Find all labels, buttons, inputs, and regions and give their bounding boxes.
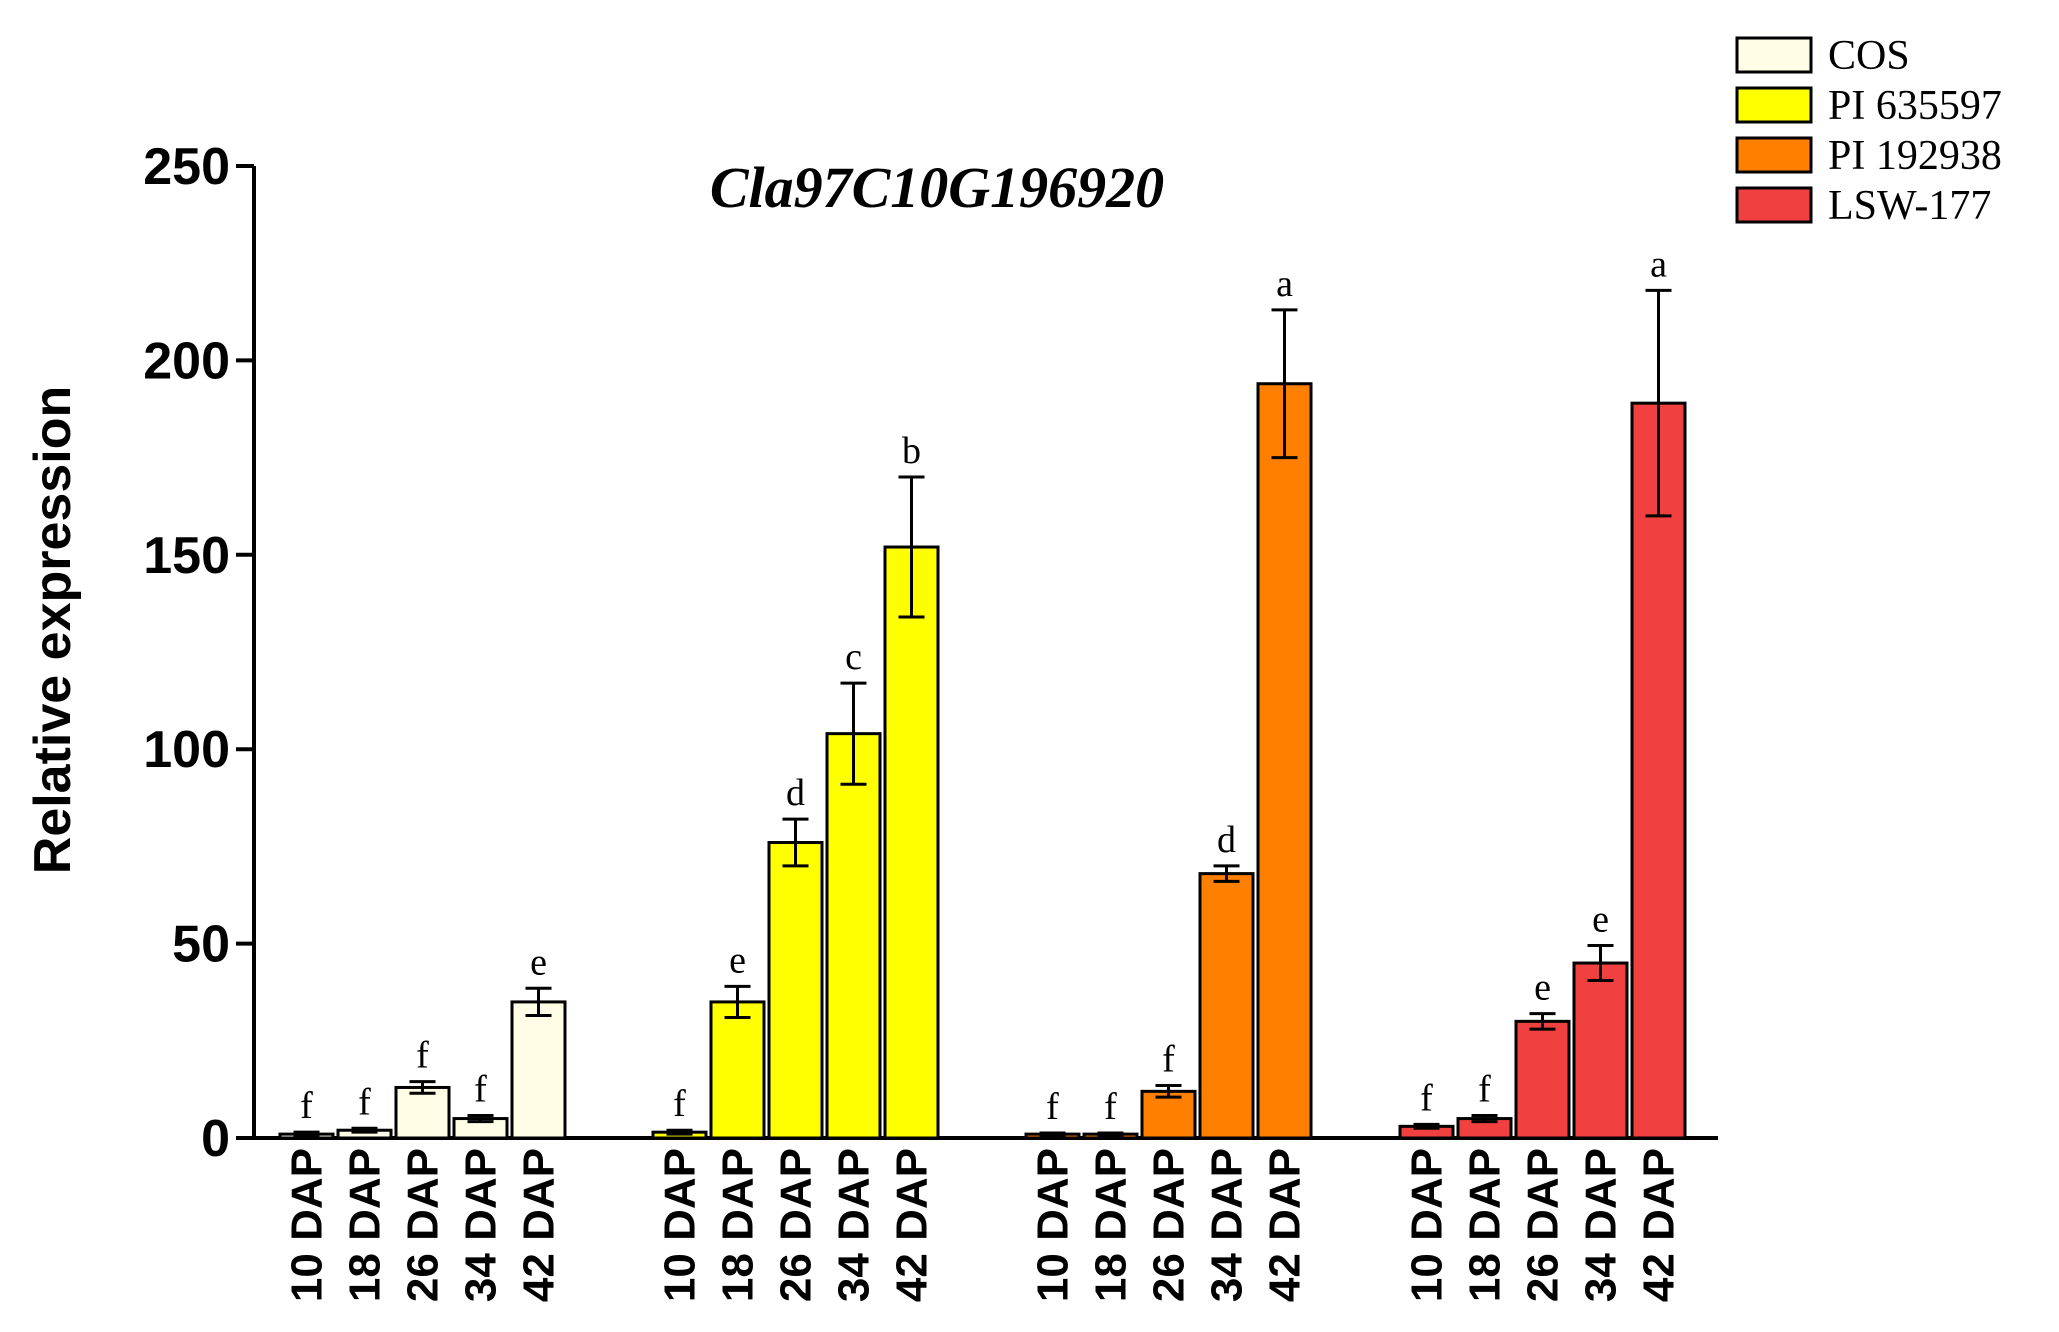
significance-label: e bbox=[530, 941, 547, 983]
significance-label: e bbox=[1534, 967, 1551, 1009]
significance-label: f bbox=[416, 1035, 429, 1077]
y-axis-label: Relative expression bbox=[24, 386, 82, 874]
bar bbox=[825, 732, 882, 1140]
category-label: 18 DAP bbox=[341, 1148, 390, 1302]
bar bbox=[767, 841, 824, 1140]
chart-title: Cla97C10G196920 bbox=[710, 155, 1164, 220]
y-tick-label: 50 bbox=[172, 916, 230, 974]
y-tick-label: 100 bbox=[143, 721, 230, 779]
category-label: 26 DAP bbox=[1145, 1148, 1194, 1302]
category-label: 18 DAP bbox=[714, 1148, 763, 1302]
category-label: 26 DAP bbox=[1519, 1148, 1568, 1302]
series-group: f 10 DAP f 18 DAP f 26 DAP f 34 DAP e 42 DAP bbox=[278, 941, 567, 1302]
legend-swatch bbox=[1735, 86, 1813, 124]
category-label: 10 DAP bbox=[1029, 1148, 1078, 1302]
bar bbox=[394, 1085, 451, 1140]
bar bbox=[1256, 382, 1313, 1140]
category-label: 26 DAP bbox=[772, 1148, 821, 1302]
category-label: 34 DAP bbox=[457, 1148, 506, 1302]
bar bbox=[1198, 872, 1255, 1140]
significance-label: f bbox=[1104, 1086, 1117, 1128]
category-label: 42 DAP bbox=[515, 1148, 564, 1302]
category-label: 42 DAP bbox=[888, 1148, 937, 1302]
significance-label: a bbox=[1276, 263, 1293, 305]
y-tick-label: 200 bbox=[143, 332, 230, 390]
legend-swatch bbox=[1735, 136, 1813, 174]
category-label: 42 DAP bbox=[1635, 1148, 1684, 1302]
significance-label: f bbox=[1478, 1068, 1491, 1110]
legend-swatch bbox=[1735, 36, 1813, 74]
significance-label: f bbox=[673, 1083, 686, 1125]
legend-label: PI 635597 bbox=[1828, 83, 2002, 129]
category-label: 26 DAP bbox=[399, 1148, 448, 1302]
significance-label: f bbox=[474, 1068, 487, 1110]
bar bbox=[1572, 961, 1629, 1140]
significance-label: f bbox=[358, 1081, 371, 1123]
significance-label: f bbox=[300, 1085, 313, 1127]
category-label: 18 DAP bbox=[1461, 1148, 1510, 1302]
y-ticks: 0 50 100 150 200 250 bbox=[143, 138, 254, 1168]
legend-label: COS bbox=[1828, 33, 1910, 79]
category-label: 34 DAP bbox=[1203, 1148, 1252, 1302]
category-label: 10 DAP bbox=[283, 1148, 332, 1302]
significance-label: f bbox=[1420, 1077, 1433, 1119]
series-group: f 10 DAP f 18 DAP e 26 DAP e 34 DAP a 42 DAP bbox=[1398, 243, 1687, 1302]
series-group: f 10 DAP f 18 DAP f 26 DAP d 34 DAP a 42 DAP bbox=[1024, 263, 1313, 1302]
legend-label: PI 192938 bbox=[1828, 133, 2002, 179]
bars: f 10 DAP f 18 DAP f 26 DAP f 34 DAP e 42 DAP f 10 D… bbox=[278, 243, 1687, 1302]
y-tick-label: 250 bbox=[143, 138, 230, 196]
category-label: 10 DAP bbox=[656, 1148, 705, 1302]
bar bbox=[883, 545, 940, 1140]
category-label: 10 DAP bbox=[1403, 1148, 1452, 1302]
category-label: 18 DAP bbox=[1087, 1148, 1136, 1302]
legend-label: LSW-177 bbox=[1828, 183, 1991, 229]
category-label: 42 DAP bbox=[1261, 1148, 1310, 1302]
significance-label: f bbox=[1162, 1039, 1175, 1081]
bar bbox=[510, 1000, 567, 1140]
significance-label: d bbox=[786, 772, 805, 814]
y-tick-label: 150 bbox=[143, 527, 230, 585]
series-group: f 10 DAP e 18 DAP d 26 DAP c 34 DAP b 42 DAP bbox=[651, 430, 940, 1302]
significance-label: c bbox=[845, 636, 862, 678]
significance-label: a bbox=[1650, 243, 1667, 285]
category-label: 34 DAP bbox=[830, 1148, 879, 1302]
significance-label: e bbox=[1592, 899, 1609, 941]
bar bbox=[1514, 1019, 1571, 1140]
bar bbox=[709, 1000, 766, 1140]
significance-label: b bbox=[902, 430, 921, 472]
bar bbox=[1630, 401, 1687, 1140]
category-label: 34 DAP bbox=[1577, 1148, 1626, 1302]
axes: 0 50 100 150 200 250 bbox=[143, 138, 1718, 1168]
legend-swatch bbox=[1735, 186, 1813, 224]
significance-label: f bbox=[1046, 1086, 1059, 1128]
significance-label: e bbox=[729, 939, 746, 981]
significance-label: d bbox=[1217, 819, 1236, 861]
y-tick-label: 0 bbox=[201, 1110, 230, 1168]
